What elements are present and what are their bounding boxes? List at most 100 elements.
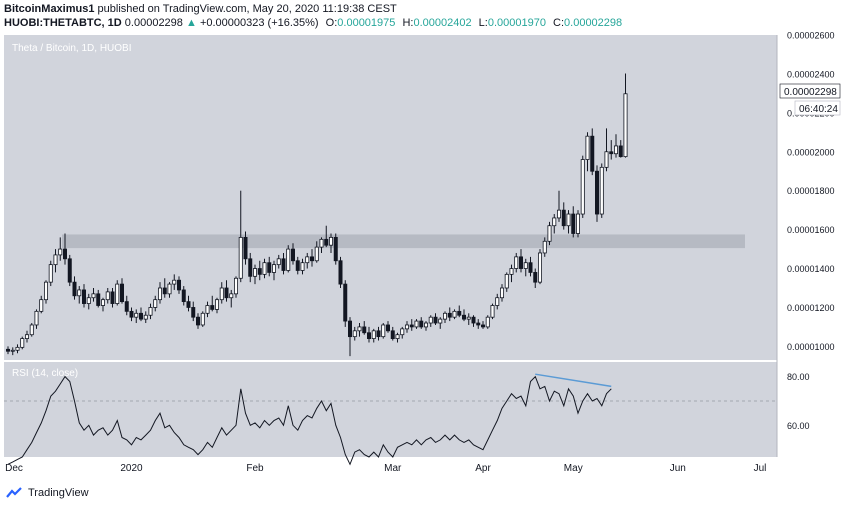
last-price: 0.00002298: [124, 17, 183, 29]
time-axis-label: Jul: [754, 463, 767, 474]
main-pane-background: [4, 35, 777, 360]
rsi-line: [7, 375, 612, 466]
candle: [471, 315, 476, 327]
time-axis-label: Feb: [246, 463, 264, 474]
candle: [442, 311, 447, 324]
candle: [571, 206, 576, 238]
candle: [466, 313, 471, 325]
candle: [552, 214, 557, 234]
candle: [314, 241, 319, 263]
candle: [205, 301, 210, 318]
candle: [214, 297, 219, 314]
candle: [461, 309, 466, 322]
candle: [395, 332, 400, 343]
rsi-axis-label: 60.00: [787, 421, 810, 431]
candle: [181, 286, 186, 306]
countdown-tag: 06:40:24: [794, 100, 841, 116]
candle: [381, 323, 386, 339]
candle: [557, 190, 562, 222]
candle: [262, 258, 267, 279]
candle: [105, 287, 110, 304]
candle: [561, 202, 566, 230]
candle: [286, 245, 291, 273]
candle: [590, 128, 595, 176]
candle: [604, 128, 609, 172]
publish-info: BitcoinMaximus1 published on TradingView…: [4, 3, 397, 15]
candle: [457, 305, 462, 318]
candle: [347, 317, 352, 357]
candle: [44, 280, 49, 304]
low-label: L:: [478, 17, 488, 29]
candle: [124, 295, 129, 316]
candle: [238, 190, 243, 283]
candle: [267, 256, 272, 277]
symbol-legend: HUOBI:THETABTC, 1D 0.00002298 ▲ +0.00000…: [4, 17, 622, 29]
candle: [319, 237, 324, 253]
candle: [224, 280, 229, 302]
candle: [210, 295, 215, 312]
time-axis-label: Dec: [5, 463, 23, 474]
candle: [24, 330, 29, 343]
candle: [547, 221, 552, 246]
candle: [162, 278, 167, 298]
candle: [476, 319, 481, 329]
open-label: O:: [325, 17, 338, 29]
candle: [77, 286, 82, 304]
candle: [528, 256, 533, 277]
candle: [338, 256, 343, 288]
time-axis-label: Apr: [475, 463, 491, 474]
candle: [423, 321, 428, 331]
candle: [143, 311, 148, 324]
candle: [352, 326, 357, 341]
candle: [366, 326, 371, 343]
candle: [614, 134, 619, 158]
candle: [542, 237, 547, 257]
candle: [167, 282, 172, 298]
price-axis-label: 0.00001000: [787, 342, 835, 352]
candle: [599, 163, 604, 218]
candle: [362, 321, 367, 335]
candle: [333, 233, 338, 265]
candle: [276, 254, 281, 269]
time-axis-label: 2020: [120, 463, 143, 474]
candle: [48, 260, 53, 287]
candle: [58, 237, 63, 261]
candle: [219, 282, 224, 304]
author-name[interactable]: BitcoinMaximus1: [4, 3, 95, 15]
candle: [281, 252, 286, 275]
candle: [115, 280, 120, 306]
rsi-divergence-trendline[interactable]: [535, 373, 612, 388]
candle: [153, 295, 158, 312]
candle: [357, 323, 362, 337]
low-value: 0.00001970: [487, 17, 546, 29]
footer[interactable]: TradingView: [6, 487, 89, 499]
candle: [623, 73, 628, 158]
countdown-tag-text: 06:40:24: [799, 104, 838, 115]
change-arrow-icon: ▲: [185, 17, 197, 29]
candle: [576, 210, 581, 238]
candle: [523, 258, 528, 277]
candle: [519, 249, 524, 273]
candle: [257, 260, 262, 281]
candle: [200, 311, 205, 327]
candle: [376, 326, 381, 341]
candle: [39, 295, 44, 314]
candle: [6, 346, 11, 355]
time-axis-label: May: [564, 463, 583, 474]
price-change: +0.00000323 (+16.35%): [199, 17, 319, 29]
candle: [609, 140, 614, 160]
open-value: 0.00001975: [337, 17, 396, 29]
candle: [229, 289, 234, 308]
candle: [419, 317, 424, 329]
candle: [29, 323, 34, 337]
candle: [34, 309, 39, 329]
candle: [91, 287, 96, 302]
candle: [134, 309, 139, 324]
last-price-tag: 0.00002298: [779, 83, 841, 99]
candle: [148, 303, 153, 320]
candle: [191, 301, 196, 322]
price-axis-label: 0.00001800: [787, 186, 835, 196]
candle: [533, 268, 538, 288]
candle: [120, 278, 125, 304]
